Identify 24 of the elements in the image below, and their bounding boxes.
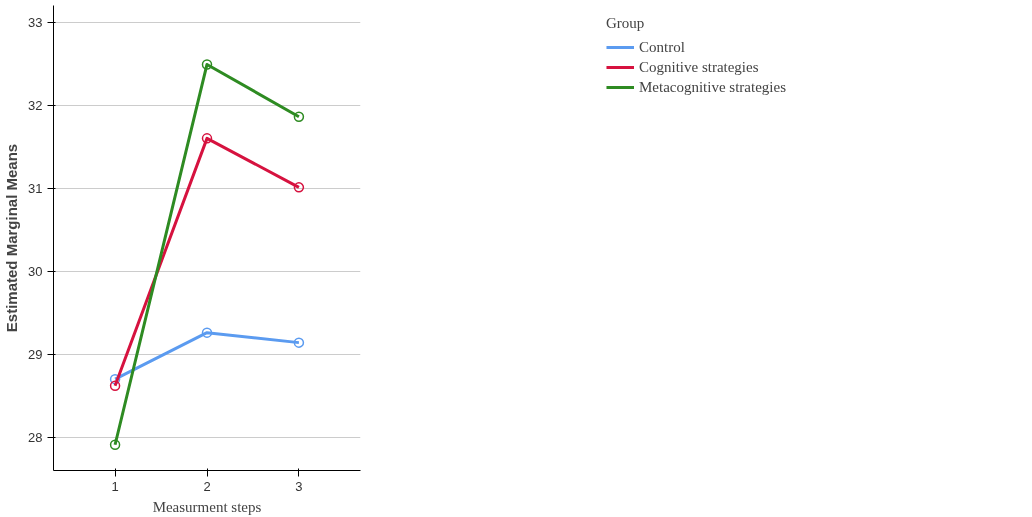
- legend-label: Cognitive strategies: [638, 58, 759, 76]
- y-tick-label: 33: [28, 14, 43, 30]
- x-tick-label: 3: [295, 478, 303, 494]
- y-tick-label: 30: [28, 263, 43, 279]
- point: [201, 327, 213, 338]
- legend-label: Control: [638, 38, 685, 56]
- point: [293, 182, 305, 193]
- y-tick-label: 29: [28, 346, 43, 362]
- point: [109, 373, 121, 385]
- x-tick-label: 2: [203, 478, 211, 494]
- x-axis-title: Measurment steps: [152, 498, 262, 515]
- point: [109, 439, 121, 450]
- y-tick-label: 31: [28, 180, 43, 196]
- point: [201, 133, 213, 144]
- legend-title: Group: [605, 15, 646, 32]
- point: [293, 337, 305, 348]
- point: [109, 380, 121, 392]
- y-axis-title: Estimated Marginal Means: [3, 143, 21, 333]
- point: [201, 59, 213, 70]
- legend-label: Metacognitive strategies: [638, 78, 787, 96]
- y-tick-label: 28: [28, 429, 43, 445]
- point: [293, 111, 305, 123]
- y-tick-label: 32: [28, 97, 43, 113]
- x-tick-label: 1: [111, 478, 119, 494]
